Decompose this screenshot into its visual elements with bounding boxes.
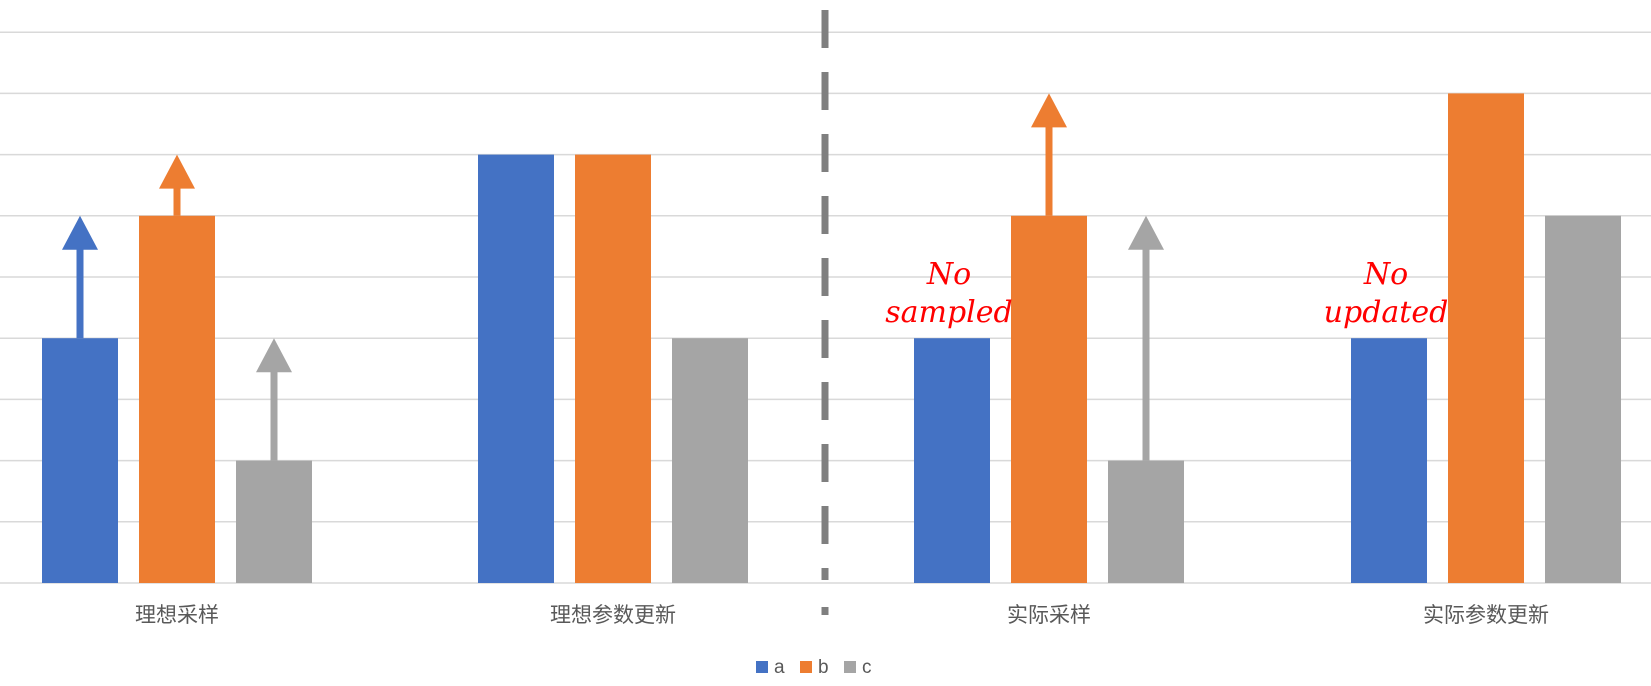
annotation-line: No (1363, 257, 1408, 292)
legend-swatch (800, 661, 812, 673)
arrow-head (1128, 215, 1164, 250)
arrow-head (159, 154, 195, 189)
category-labels: 理想采样 理想参数更新 实际采样 实际参数更新 (135, 603, 1549, 627)
annotation-1: No updated (1324, 257, 1449, 330)
bar-b-0 (139, 215, 215, 584)
arrow-shaft (1142, 248, 1150, 461)
arrow-head (1031, 93, 1067, 128)
arrow-c-0 (256, 338, 292, 461)
category-label: 实际采样 (1007, 603, 1091, 627)
arrow-b-0 (159, 154, 195, 216)
legend-label: b (818, 657, 829, 678)
legend-item-a: a (756, 657, 785, 678)
arrow-b-2 (1031, 93, 1067, 216)
annotation-line: sampled (885, 295, 1013, 330)
arrows (62, 93, 1164, 461)
legend-label: c (862, 657, 872, 678)
arrow-a-0 (62, 215, 98, 339)
bar-c-3 (1545, 215, 1621, 584)
legend-item-c: c (844, 657, 872, 678)
bar-b-2 (1011, 215, 1087, 584)
bar-b-1 (575, 154, 651, 583)
divider-line (821, 10, 829, 615)
arrow-head (62, 215, 98, 250)
bar-a-3 (1351, 338, 1427, 583)
category-label: 理想采样 (135, 603, 219, 627)
legend-item-b: b (800, 657, 829, 678)
legend-label: a (774, 657, 785, 678)
annotation-line: No (926, 257, 971, 292)
annotation-0: No sampled (885, 257, 1013, 330)
divider-dot (821, 607, 829, 615)
legend-swatch (844, 661, 856, 673)
legend: a b c (756, 657, 872, 678)
arrow-c-2 (1128, 215, 1164, 461)
bar-a-2 (914, 338, 990, 583)
bar-c-2 (1108, 460, 1184, 583)
legend-swatch (756, 661, 768, 673)
bar-b-3 (1448, 93, 1524, 584)
category-label: 实际参数更新 (1423, 603, 1549, 627)
arrow-shaft (76, 248, 84, 339)
bar-a-0 (42, 338, 118, 583)
arrow-shaft (270, 371, 278, 461)
annotation-line: updated (1324, 295, 1449, 330)
arrow-shaft (1045, 126, 1053, 216)
bar-c-0 (236, 460, 312, 583)
category-label: 理想参数更新 (550, 603, 676, 627)
bar-c-1 (672, 338, 748, 583)
bars (42, 93, 1621, 584)
bar-a-1 (478, 154, 554, 583)
arrow-head (256, 338, 292, 373)
arrow-shaft (173, 187, 181, 216)
